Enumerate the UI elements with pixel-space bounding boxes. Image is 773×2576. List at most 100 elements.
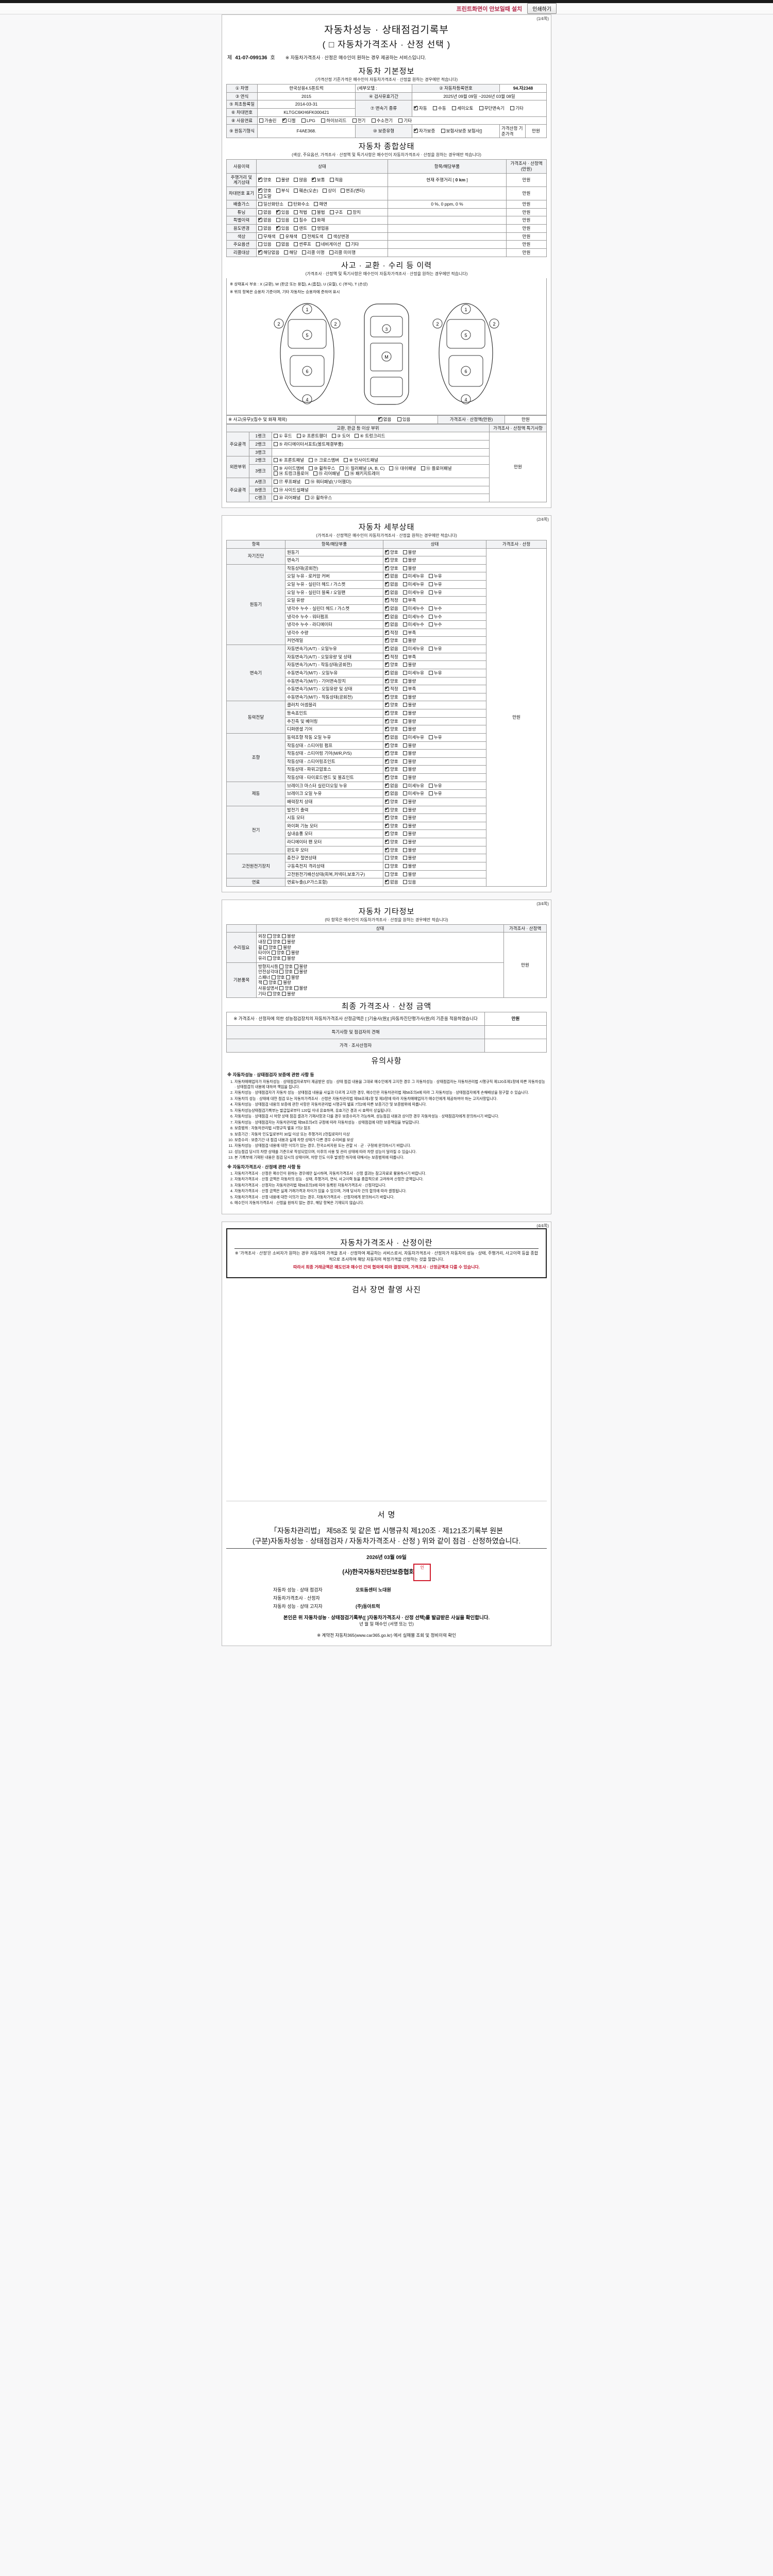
trans-cvt-checkbox[interactable]: [479, 106, 483, 111]
crash-yes-checkbox[interactable]: [397, 417, 401, 421]
detail-check-2-2-0[interactable]: [385, 661, 390, 667]
etc-check-0-0-0[interactable]: [267, 934, 272, 939]
detail-row-options[interactable]: 양호 불량: [383, 805, 487, 815]
detail-check-2-5-0[interactable]: [385, 685, 390, 691]
detail-row-options[interactable]: 없음 미세누유 누유: [383, 668, 487, 677]
detail-check-7-1-0[interactable]: [385, 863, 390, 868]
detail-row-options[interactable]: 양호 불량: [383, 838, 487, 846]
detail-check-1-5-1[interactable]: [402, 606, 407, 611]
detail-check-2-4-0[interactable]: [385, 677, 390, 683]
detail-check-1-8-1[interactable]: [402, 630, 407, 635]
parts-items[interactable]: ⑳ 리어패널 ㉑ 휠하우스: [272, 494, 490, 502]
detail-row-options[interactable]: 없음 미세누수 누수: [383, 620, 487, 629]
detail-check-0-1-0[interactable]: [385, 556, 390, 562]
detail-check-4-1-1[interactable]: [402, 743, 407, 748]
detail-check-1-6-2[interactable]: [428, 614, 433, 619]
detail-check-2-1-1[interactable]: [402, 654, 407, 659]
detail-row-options[interactable]: 양호 불량: [383, 636, 487, 645]
overall-check-2-0[interactable]: [258, 202, 262, 207]
detail-row-options[interactable]: 양호 불량: [383, 765, 487, 774]
detail-check-1-7-1[interactable]: [402, 622, 407, 627]
detail-check-4-5-1[interactable]: [402, 775, 407, 779]
detail-check-3-1-1[interactable]: [402, 711, 407, 715]
part-check-2-2-1[interactable]: [305, 496, 310, 500]
overall-check-8-1[interactable]: [284, 250, 289, 255]
fuel-hybrid-checkbox[interactable]: [321, 118, 326, 123]
part-check-2-0-1[interactable]: [305, 480, 310, 484]
detail-check-4-4-1[interactable]: [402, 767, 407, 772]
overall-row-options[interactable]: 없음 있음 침수 화재: [256, 216, 388, 225]
detail-check-3-3-1[interactable]: [402, 727, 407, 732]
etc-check-0-1-1[interactable]: [282, 940, 287, 944]
etc-row-options[interactable]: 방향지시등 양호 불량 안전삼각대 양호 불량 스패너 양호 불량 잭 양호 불량 사용…: [256, 962, 504, 998]
part-check-2-0-0[interactable]: [274, 480, 278, 484]
overall-check-3-5[interactable]: [347, 210, 352, 214]
parts-items[interactable]: ⑤ 라디에이터서포트(볼트체결부품): [272, 439, 490, 449]
etc-subitem[interactable]: 사용설명서 양호 불량: [258, 986, 307, 991]
part-check-0-1-0[interactable]: [274, 442, 278, 446]
etc-subitem[interactable]: 타이어 양호 불량: [258, 950, 299, 956]
detail-row-options[interactable]: 양호 불량: [383, 701, 487, 709]
detail-check-6-5-1[interactable]: [402, 848, 407, 852]
etc-subitem[interactable]: 방향지시등 양호 불량: [258, 964, 307, 970]
etc-check-0-3-1[interactable]: [285, 951, 290, 955]
overall-check-2-2[interactable]: [314, 202, 318, 207]
detail-check-2-6-0[interactable]: [385, 693, 390, 699]
etc-subitem[interactable]: 스패너 양호 불량: [258, 975, 299, 980]
detail-row-options[interactable]: 양호 불량: [383, 564, 487, 573]
overall-row-options[interactable]: 양호 부식 훼손(오손) 상이 변조(변타) 도말: [256, 186, 388, 201]
detail-row-options[interactable]: 양호 불량: [383, 845, 487, 855]
detail-check-4-2-1[interactable]: [402, 751, 407, 756]
overall-check-7-0[interactable]: [258, 242, 262, 247]
overall-row-options[interactable]: 해당없음 해당 리콜 이행 리콜 미이행: [256, 248, 388, 257]
overall-check-7-3[interactable]: [315, 242, 320, 247]
etc-check-1-1-0[interactable]: [279, 970, 284, 974]
overall-check-1-4[interactable]: [340, 188, 345, 193]
detail-row-options[interactable]: 양호 불량: [383, 829, 487, 838]
etc-check-1-0-0[interactable]: [279, 964, 284, 969]
overall-check-0-0[interactable]: [258, 176, 262, 182]
fuel-diesel-checkbox[interactable]: [282, 117, 287, 123]
etc-check-0-4-0[interactable]: [267, 956, 272, 960]
parts-items[interactable]: ① 후드 ② 프론트휀더 ③ 도어 ④ 트렁크리드: [272, 432, 490, 440]
detail-row-options[interactable]: 양호 불량: [383, 854, 487, 862]
detail-row-options[interactable]: 양호 불량: [383, 676, 487, 686]
overall-check-5-0[interactable]: [258, 226, 262, 230]
overall-row-options[interactable]: 양호 불량 많음 보통 적음: [256, 173, 388, 187]
part-check-1-1-4[interactable]: [421, 466, 425, 470]
detail-check-6-2-1[interactable]: [402, 823, 407, 828]
detail-check-4-2-0[interactable]: [385, 750, 390, 755]
detail-check-7-2-0[interactable]: [385, 872, 390, 876]
overall-row-options[interactable]: 있음 없음 썬루프 네비게이션 기타: [256, 240, 388, 249]
overall-check-0-3[interactable]: [311, 176, 316, 182]
detail-check-6-2-0[interactable]: [385, 822, 390, 828]
overall-check-6-0[interactable]: [258, 234, 262, 239]
parts-items[interactable]: [272, 448, 490, 457]
etc-check-1-3-1[interactable]: [278, 980, 282, 985]
etc-check-1-4-1[interactable]: [294, 986, 298, 990]
etc-row-options[interactable]: 외장 양호 불량 내장 양호 불량 휠 양호 불량 타이어 양호 불량 유리 양호 불량: [256, 932, 504, 963]
etc-subitem[interactable]: 내장 양호 불량: [258, 939, 295, 945]
overall-check-4-1[interactable]: [276, 218, 280, 223]
overall-check-3-3[interactable]: [311, 210, 316, 214]
part-check-1-1-1[interactable]: [309, 466, 313, 470]
detail-check-2-3-0[interactable]: [385, 669, 390, 675]
part-check-1-1-5[interactable]: [274, 471, 278, 476]
detail-check-4-0-2[interactable]: [428, 735, 433, 739]
detail-check-8-0-1[interactable]: [402, 880, 407, 885]
overall-check-4-2[interactable]: [294, 218, 298, 223]
detail-row-options[interactable]: 없음 미세누수 누수: [383, 604, 487, 613]
detail-check-2-2-1[interactable]: [402, 663, 407, 667]
detail-check-2-1-0[interactable]: [385, 653, 390, 659]
car-top-view-diagram[interactable]: M 3: [353, 299, 420, 410]
detail-check-4-4-0[interactable]: [385, 766, 390, 772]
fuel-gasoline-checkbox[interactable]: [259, 118, 263, 123]
detail-row-options[interactable]: 없음 미세누유 누유: [383, 588, 487, 597]
detail-check-6-4-1[interactable]: [402, 840, 407, 844]
detail-check-3-2-0[interactable]: [385, 718, 390, 723]
detail-check-6-3-1[interactable]: [402, 832, 407, 836]
overall-check-5-1[interactable]: [276, 225, 280, 230]
detail-row-options[interactable]: 양호 불량: [383, 861, 487, 871]
detail-check-8-0-0[interactable]: [385, 878, 390, 884]
overall-check-7-2[interactable]: [294, 242, 298, 247]
